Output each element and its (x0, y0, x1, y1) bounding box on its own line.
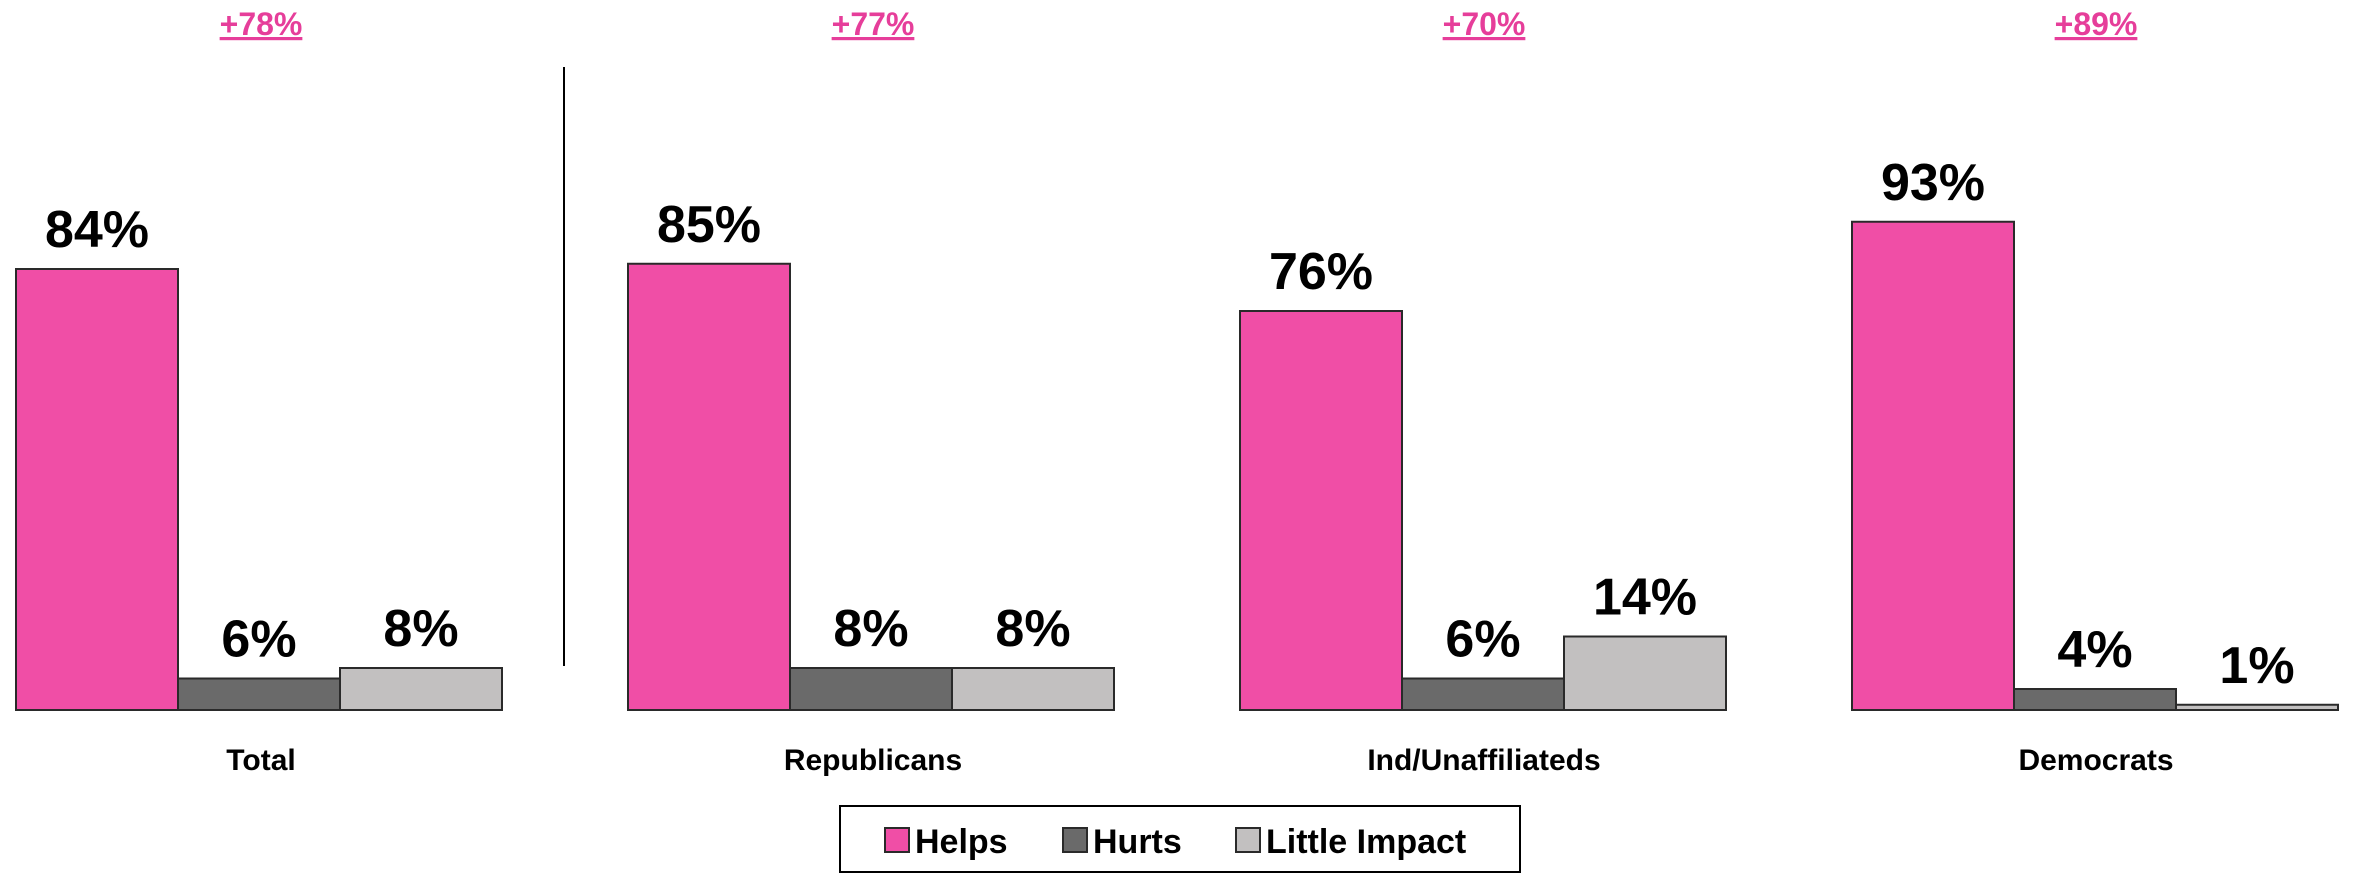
bar-hurts-total (177, 677, 341, 711)
legend-label-helps: Helps (915, 823, 1008, 861)
bar-helps-republicans (627, 262, 791, 711)
bar-little-impact-ind-unaffiliateds (1563, 635, 1727, 711)
legend-box (839, 805, 1521, 873)
category-label-ind-unaffiliateds: Ind/Unaffiliateds (1367, 744, 1600, 777)
bar-helps-democrats (1851, 220, 2015, 711)
value-label-hurts-total: 6% (221, 611, 296, 669)
value-label-helps-republicans: 85% (657, 196, 761, 254)
bar-little-impact-democrats (2175, 703, 2339, 711)
value-label-little-impact-total: 8% (383, 600, 458, 658)
value-label-hurts-ind-unaffiliateds: 6% (1445, 611, 1520, 669)
bar-little-impact-total (339, 667, 503, 711)
bar-hurts-democrats (2013, 688, 2177, 711)
value-label-hurts-democrats: 4% (2057, 621, 2132, 679)
value-label-little-impact-republicans: 8% (995, 600, 1070, 658)
value-label-helps-democrats: 93% (1881, 154, 1985, 212)
value-label-hurts-republicans: 8% (833, 600, 908, 658)
legend-label-hurts: Hurts (1093, 823, 1182, 861)
bar-little-impact-republicans (951, 667, 1115, 711)
value-label-helps-total: 84% (45, 201, 149, 259)
bar-hurts-ind-unaffiliateds (1401, 677, 1565, 711)
category-label-republicans: Republicans (784, 744, 962, 777)
value-label-helps-ind-unaffiliateds: 76% (1269, 243, 1373, 301)
bar-helps-ind-unaffiliateds (1239, 310, 1403, 711)
legend-label-little-impact: Little Impact (1266, 823, 1466, 861)
net-label-democrats: +89% (2055, 6, 2138, 42)
net-label-republicans: +77% (832, 6, 915, 42)
net-label-ind-unaffiliateds: +70% (1443, 6, 1526, 42)
bar-helps-total (15, 268, 179, 711)
legend-swatch-little-impact (1235, 827, 1261, 853)
category-label-democrats: Democrats (2018, 744, 2173, 777)
value-label-little-impact-ind-unaffiliateds: 14% (1593, 569, 1697, 627)
legend-swatch-hurts (1062, 827, 1088, 853)
bar-hurts-republicans (789, 667, 953, 711)
category-label-total: Total (226, 744, 295, 777)
legend-swatch-helps (884, 827, 910, 853)
value-label-little-impact-democrats: 1% (2219, 637, 2294, 695)
net-label-total: +78% (220, 6, 303, 42)
